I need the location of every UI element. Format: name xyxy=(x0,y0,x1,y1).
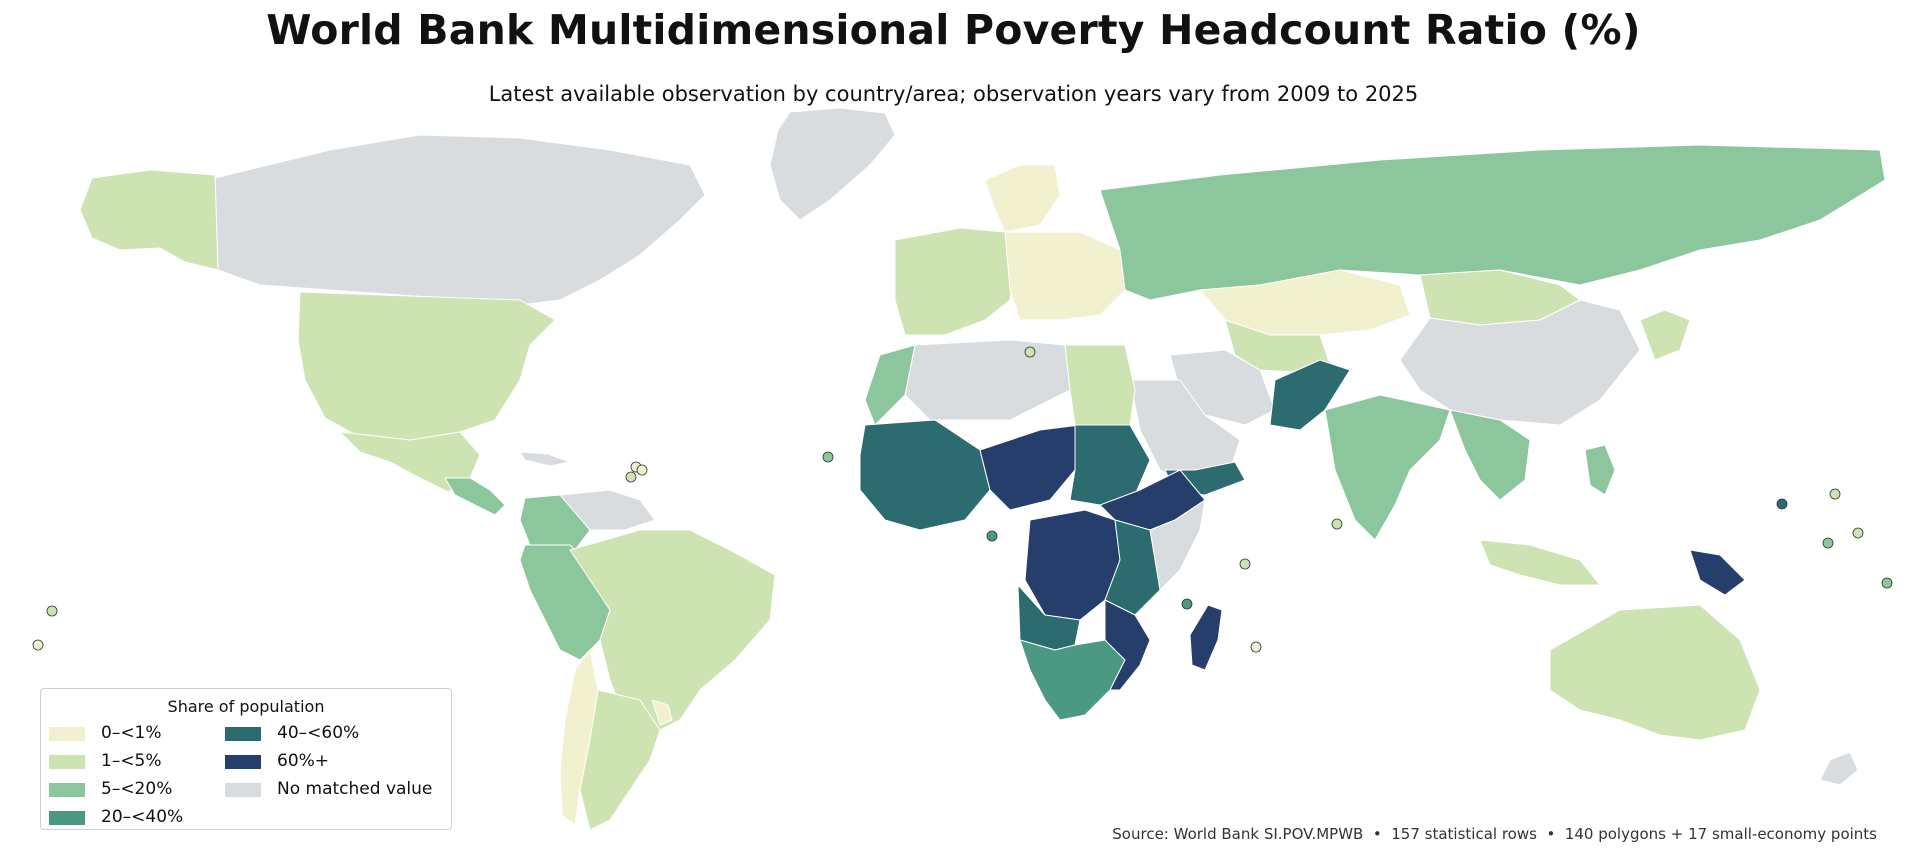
legend-label: No matched value xyxy=(277,779,433,799)
region-egypt xyxy=(1064,344,1136,426)
region-philippines xyxy=(1584,444,1616,496)
region-new-zealand xyxy=(1819,751,1859,786)
point-kiribati xyxy=(1822,537,1834,549)
region-central-america xyxy=(444,477,506,516)
legend-label: 20–<40% xyxy=(101,807,184,827)
region-libya-algeria xyxy=(904,339,1071,421)
region-eastern-europe xyxy=(1004,231,1126,321)
legend-swatch xyxy=(49,755,85,769)
legend-swatch xyxy=(225,783,261,797)
region-madagascar xyxy=(1189,604,1223,671)
point-vanuatu xyxy=(1881,577,1893,589)
source-note: Source: World Bank SI.POV.MPWB • 157 sta… xyxy=(1112,825,1877,843)
region-argentina xyxy=(579,689,661,831)
region-greenland xyxy=(769,107,896,221)
point-seychelles xyxy=(1239,558,1251,570)
legend-swatch xyxy=(49,811,85,825)
region-morocco xyxy=(864,344,916,426)
region-canada xyxy=(214,134,706,306)
region-china xyxy=(1399,299,1641,426)
region-indochina xyxy=(1449,409,1531,501)
point-malta xyxy=(1024,346,1036,358)
legend-label: 0–<1% xyxy=(101,723,162,743)
region-cuba xyxy=(519,451,571,467)
legend-swatch xyxy=(49,727,85,741)
region-scandinavia xyxy=(984,164,1061,233)
point-comoros xyxy=(1181,598,1193,610)
region-mozambique xyxy=(1104,599,1151,691)
region-united-states xyxy=(297,291,556,441)
region-sahel xyxy=(979,424,1081,511)
legend-title: Share of population xyxy=(167,697,325,716)
point-nauru xyxy=(1829,488,1841,500)
region-brazil xyxy=(569,529,776,736)
point-maldives xyxy=(1331,518,1343,530)
region-russia xyxy=(1099,144,1886,301)
legend-label: 60%+ xyxy=(277,751,330,771)
point-sao-tome-and-principe xyxy=(986,530,998,542)
point-samoa xyxy=(46,605,58,617)
point-cabo-verde xyxy=(822,451,834,463)
legend-swatch xyxy=(49,783,85,797)
map-subtitle: Latest available observation by country/… xyxy=(488,82,1419,106)
map-legend: Share of population 0–<1% 1–<5% 5–<20% 2… xyxy=(40,688,452,830)
map-title: World Bank Multidimensional Poverty Head… xyxy=(266,6,1641,54)
point-grenada xyxy=(625,471,637,483)
region-indonesia xyxy=(1479,539,1601,586)
region-japan xyxy=(1639,309,1691,361)
legend-label: 1–<5% xyxy=(101,751,162,771)
region-western-europe xyxy=(894,227,1016,336)
region-australia xyxy=(1549,604,1761,741)
legend-label: 5–<20% xyxy=(101,779,173,799)
point-tonga xyxy=(32,639,44,651)
region-india xyxy=(1324,394,1451,541)
region-west-africa xyxy=(859,419,991,531)
region-southern-africa xyxy=(1019,639,1126,721)
region-uruguay xyxy=(651,699,673,726)
region-papua-new-guinea xyxy=(1689,549,1746,596)
legend-swatch xyxy=(225,727,261,741)
point-mauritius xyxy=(1250,641,1262,653)
point-tuvalu xyxy=(1852,527,1864,539)
point-solomon-islands xyxy=(1776,498,1788,510)
legend-label: 40–<60% xyxy=(277,723,360,743)
legend-swatch xyxy=(225,755,261,769)
region-venezuela xyxy=(559,489,656,531)
point-barbados xyxy=(636,464,648,476)
region-alaska xyxy=(79,169,219,271)
